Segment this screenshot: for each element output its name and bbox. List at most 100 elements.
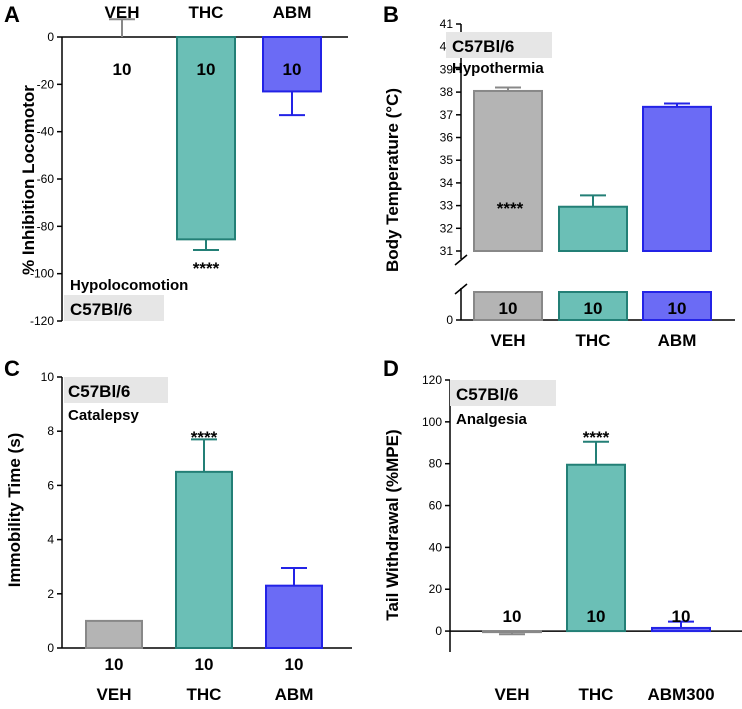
panel-c-n-0: 10 [105,655,124,674]
panel-b-strain: C57Bl/6 [452,37,514,56]
panel-c-ytick-label-0: 0 [47,641,54,655]
panel-c-xlabel-0: VEH [97,685,132,704]
panel-c-ylabel: Immobility Time (s) [5,433,24,588]
panel-c-bar-0 [85,619,143,650]
panel-b-n-2: 10 [668,299,687,318]
panel-d-ytick-label-5: 100 [422,415,442,429]
panel-c: C Immobility Time (s) 0 2 4 6 8 10 C57Bl/6 Ca… [4,356,352,704]
panel-c-ytick-label-5: 10 [41,370,55,384]
panel-a-ytick-label-3: -60 [37,172,55,186]
panel-a-xlabel-0: VEH [105,3,140,22]
panel-d-n-2: 10 [672,607,691,626]
panel-b-ytick-label-8: 39 [440,62,454,76]
panel-a-bar-2 [262,36,322,93]
panel-c-bar-2 [265,584,323,649]
panel-b-bar-lower-2 [642,291,712,321]
panel-d-bar-0 [482,630,542,634]
panel-d-bars [482,440,711,636]
panel-c-ytick-label-4: 8 [47,424,54,438]
panel-b-ytick-label-1: 32 [440,221,454,235]
panel-c-strain: C57Bl/6 [68,382,130,401]
panel-b-n-0: 10 [499,299,518,318]
panel-a-ytick-label-2: -40 [37,125,55,139]
panel-b-ytick-label-6: 37 [440,108,454,122]
panel-a-n-2: 10 [283,60,302,79]
panel-b-bar-lower-0 [473,291,543,321]
panel-a-bar-1 [176,36,236,241]
panel-d-ytick-label-0: 0 [435,624,442,638]
panel-b-ytick-label-3: 34 [440,176,454,190]
panel-a-significance: **** [193,259,220,278]
panel-b-strain-box [446,32,552,58]
panel-c-significance: **** [191,428,218,447]
panel-a-ytick-label-6: -120 [30,314,54,328]
panel-c-bars [85,438,323,650]
panel-a-ytick-label-0: 0 [47,30,54,44]
panel-b-axis-break-2 [454,283,468,295]
panel-d-strain-box [450,380,556,406]
panel-b-xlabel-0: VEH [491,331,526,350]
panel-b-ytick-label-zero: 0 [446,313,453,327]
panel-c-subtitle: Catalepsy [68,407,140,424]
panel-a-bars [109,18,322,251]
panel-a-strain: C57Bl/6 [70,300,132,319]
panel-d-bar-2 [651,626,711,633]
panel-b-bar-upper-1 [558,205,628,252]
panel-c-ytick-label-1: 2 [47,587,54,601]
panel-a-axes: 0 -20 -40 -60 -80 -100 -120 [30,30,348,328]
panel-d-xlabel-2: ABM300 [647,685,714,704]
panel-b-axis-break-1 [454,254,468,266]
panel-c-xlabel-2: ABM [275,685,314,704]
panel-c-bar-1 [175,470,233,649]
panel-b-significance: **** [497,199,524,218]
panel-a-xlabel-1: THC [189,3,224,22]
panel-a-ytick-label-5: -100 [30,267,54,281]
panel-d-ytick-label-1: 20 [429,582,443,596]
panel-b-xlabel-2: ABM [658,331,697,350]
panel-d-n-1: 10 [587,607,606,626]
panel-a-xlabel-2: ABM [273,3,312,22]
panel-b-bars [473,86,712,321]
panel-d-significance: **** [583,428,610,447]
panel-d: D Tail Withdrawal (%MPE) 0 20 40 60 80 100 120… [383,356,742,704]
panel-b-ytick-label-4: 35 [440,153,454,167]
panel-d-xlabel-0: VEH [495,685,530,704]
panel-c-n-1: 10 [195,655,214,674]
panel-a: A % Inhibition Locomotor 0 -20 -40 -60 -80 -1… [4,2,348,328]
panel-a-n-1: 10 [197,60,216,79]
panel-c-xlabel-1: THC [187,685,222,704]
panel-b-ytick-label-10: 41 [440,17,454,31]
panel-d-subtitle: Analgesia [456,411,528,428]
panel-d-ytick-label-6: 120 [422,373,442,387]
panel-d-letter: D [383,356,399,381]
panel-a-ytick-label-4: -80 [37,219,55,233]
panel-a-subtitle: Hypolocomotion [70,277,188,294]
panel-b-ytick-label-7: 38 [440,85,454,99]
panel-d-strain: C57Bl/6 [456,385,518,404]
panel-d-ytick-label-2: 40 [429,540,443,554]
panel-b-ytick-label-5: 36 [440,131,454,145]
panel-a-ytick-label-1: -20 [37,77,55,91]
panel-d-ylabel: Tail Withdrawal (%MPE) [383,429,402,620]
panel-c-ytick-label-3: 6 [47,478,54,492]
panel-a-letter: A [4,2,20,27]
panel-c-n-2: 10 [285,655,304,674]
panel-b-ytick-label-2: 33 [440,199,454,213]
panel-b-n-1: 10 [584,299,603,318]
panel-c-letter: C [4,356,20,381]
panel-a-n-0: 10 [113,60,132,79]
panel-b: B Body Temperature (°C) 31 32 33 34 35 36 37 38… [383,2,735,350]
panel-b-xlabel-1: THC [576,331,611,350]
panel-d-bar-1 [566,463,626,633]
panel-b-letter: B [383,2,399,27]
panel-b-bar-upper-0 [473,89,543,252]
panel-b-ytick-label-0: 31 [440,244,454,258]
panel-a-ylabel: % Inhibition Locomotor [19,85,38,275]
panel-d-n-0: 10 [503,607,522,626]
panel-d-ytick-label-4: 80 [429,457,443,471]
panel-d-ytick-label-3: 60 [429,499,443,513]
panel-b-bar-upper-2 [642,105,712,253]
panel-a-strain-box [64,295,164,321]
